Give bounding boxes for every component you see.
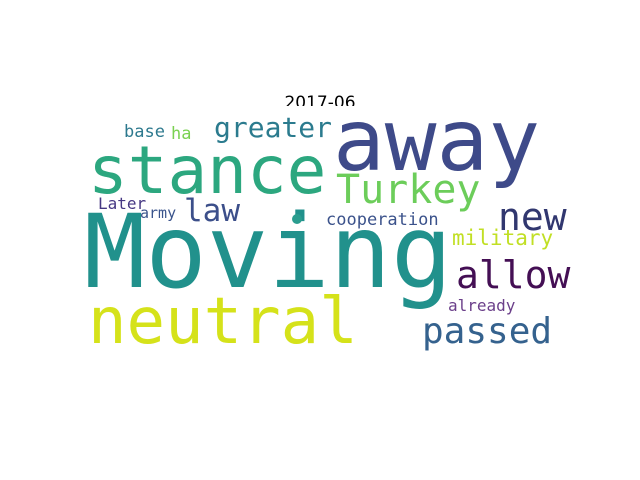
word-law: law bbox=[184, 193, 240, 229]
word-neutral: neutral bbox=[88, 285, 358, 359]
word-stance: stance bbox=[88, 132, 327, 209]
dot-mark bbox=[292, 214, 302, 224]
word-passed: passed bbox=[422, 311, 553, 352]
word-turkey: Turkey bbox=[336, 167, 481, 213]
word-already: already bbox=[448, 296, 516, 315]
word-greater: greater bbox=[214, 111, 333, 144]
word-allow: allow bbox=[456, 253, 571, 297]
word-base: base bbox=[124, 122, 165, 142]
word-moving: Moving bbox=[84, 193, 453, 312]
word-cloud: Moving away stance neutral Turkey allow … bbox=[80, 98, 570, 374]
word-new: new bbox=[498, 195, 567, 239]
word-ha: ha bbox=[171, 124, 192, 144]
word-military: military bbox=[452, 226, 554, 250]
word-cooperation: cooperation bbox=[326, 210, 439, 230]
word-army: army bbox=[140, 204, 177, 222]
word-away: away bbox=[333, 91, 541, 191]
word-later: Later bbox=[98, 194, 147, 213]
